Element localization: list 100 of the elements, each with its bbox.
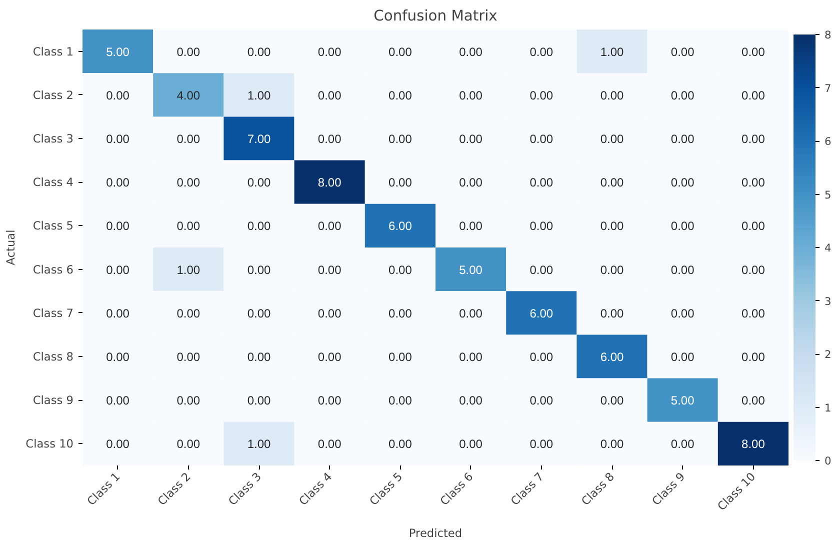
data-label: 0.00 <box>742 350 766 364</box>
data-label: 0.00 <box>742 176 766 190</box>
data-label: 0.00 <box>459 306 483 320</box>
data-label: 0.00 <box>742 132 766 146</box>
data-label: 0.00 <box>670 350 695 364</box>
y-tick-label: Class 5 <box>32 218 74 233</box>
data-label: 0.00 <box>106 306 130 320</box>
data-label: 0.00 <box>459 132 483 146</box>
data-label: 0.00 <box>459 350 483 364</box>
data-label: 0.00 <box>459 394 483 408</box>
data-label: 0.00 <box>318 132 342 146</box>
data-label: 0.00 <box>318 44 342 59</box>
data-label: 0.00 <box>530 44 554 59</box>
data-label: 5.00 <box>670 394 695 408</box>
data-label: 0.00 <box>247 394 272 408</box>
y-tick-label: Class 2 <box>32 88 74 102</box>
data-label: 0.00 <box>318 437 342 452</box>
data-label: 0.00 <box>388 394 412 408</box>
data-label: 0.00 <box>742 262 766 277</box>
data-label: 0.00 <box>106 219 130 234</box>
data-label: 0.00 <box>742 219 766 234</box>
data-label: 0.00 <box>530 219 554 234</box>
data-label: 0.00 <box>530 176 554 190</box>
data-label: 0.00 <box>670 44 695 59</box>
data-label: 0.00 <box>106 132 130 146</box>
data-label: 1.00 <box>247 437 272 452</box>
data-label: 0.00 <box>600 176 624 190</box>
data-label: 0.00 <box>106 437 130 452</box>
data-label: 0.00 <box>530 132 554 146</box>
y-tick-label: Class 8 <box>32 350 74 364</box>
data-label: 1.00 <box>176 262 200 277</box>
data-label: 0.00 <box>176 350 200 364</box>
data-label: 0.00 <box>318 219 342 234</box>
data-label: 0.00 <box>670 306 695 320</box>
y-tick-label: Class 7 <box>32 306 74 320</box>
data-label: 0.00 <box>247 176 272 190</box>
data-label: 0.00 <box>459 219 483 234</box>
data-label: 8.00 <box>318 176 342 190</box>
data-label: 0.00 <box>600 88 624 102</box>
data-label: 0.00 <box>247 350 272 364</box>
data-label: 0.00 <box>388 262 412 277</box>
data-label: 0.00 <box>600 437 624 452</box>
color-bar-label: 7 <box>824 82 832 95</box>
y-tick-label: Class 9 <box>32 393 74 408</box>
data-label: 0.00 <box>176 306 200 320</box>
y-tick-label: Class 1 <box>32 44 74 58</box>
data-label: 1.00 <box>247 88 272 102</box>
data-label: 0.00 <box>670 176 695 190</box>
data-label: 0.00 <box>106 394 130 408</box>
data-label: 0.00 <box>742 88 766 102</box>
data-label: 6.00 <box>388 219 412 234</box>
y-tick-label: Class 6 <box>32 262 74 276</box>
color-bar-label: 2 <box>824 348 832 361</box>
data-label: 0.00 <box>176 219 200 234</box>
data-label: 0.00 <box>459 437 483 452</box>
data-label: 0.00 <box>742 44 766 59</box>
data-label: 0.00 <box>388 44 412 59</box>
data-label: 0.00 <box>600 132 624 146</box>
data-label: 0.00 <box>670 437 695 452</box>
data-label: 0.00 <box>247 44 272 59</box>
data-label: 5.00 <box>459 262 483 277</box>
data-label: 0.00 <box>176 132 200 146</box>
data-label: 0.00 <box>530 350 554 364</box>
data-label: 0.00 <box>388 132 412 146</box>
data-label: 1.00 <box>600 44 624 59</box>
color-bar-label: 6 <box>824 135 832 148</box>
data-label: 0.00 <box>318 394 342 408</box>
data-label: 0.00 <box>247 219 272 234</box>
data-label: 0.00 <box>106 350 130 364</box>
color-bar-label: 4 <box>824 242 832 254</box>
data-label: 0.00 <box>670 88 695 102</box>
data-label: 0.00 <box>600 262 624 277</box>
data-label: 0.00 <box>530 88 554 102</box>
data-label: 0.00 <box>530 437 554 452</box>
color-bar-label: 8 <box>824 28 832 42</box>
data-label: 0.00 <box>459 176 483 190</box>
y-tick-label: Class 10 <box>26 436 74 451</box>
data-label: 0.00 <box>459 44 483 59</box>
data-label: 0.00 <box>388 306 412 320</box>
color-bar-label: 1 <box>824 401 832 414</box>
data-label: 0.00 <box>600 394 624 408</box>
y-tick-label: Class 3 <box>32 132 74 146</box>
data-label: 0.00 <box>176 44 200 59</box>
data-label: 0.00 <box>106 176 130 190</box>
x-axis-title: Predicted <box>408 526 462 540</box>
data-label: 0.00 <box>176 394 200 408</box>
data-label: 0.00 <box>670 132 695 146</box>
data-label: 0.00 <box>247 306 272 320</box>
data-label: 0.00 <box>318 88 342 102</box>
data-label: 0.00 <box>388 437 412 452</box>
data-label: 0.00 <box>742 394 766 408</box>
data-label: 0.00 <box>670 219 695 234</box>
data-label: 7.00 <box>247 132 272 146</box>
chart-title: Confusion Matrix <box>374 8 498 24</box>
data-label: 0.00 <box>318 350 342 364</box>
data-label: 0.00 <box>670 262 695 277</box>
color-bar-label: 0 <box>824 454 832 468</box>
data-label: 4.00 <box>176 88 200 102</box>
data-label: 0.00 <box>600 306 624 320</box>
data-label: 0.00 <box>388 350 412 364</box>
